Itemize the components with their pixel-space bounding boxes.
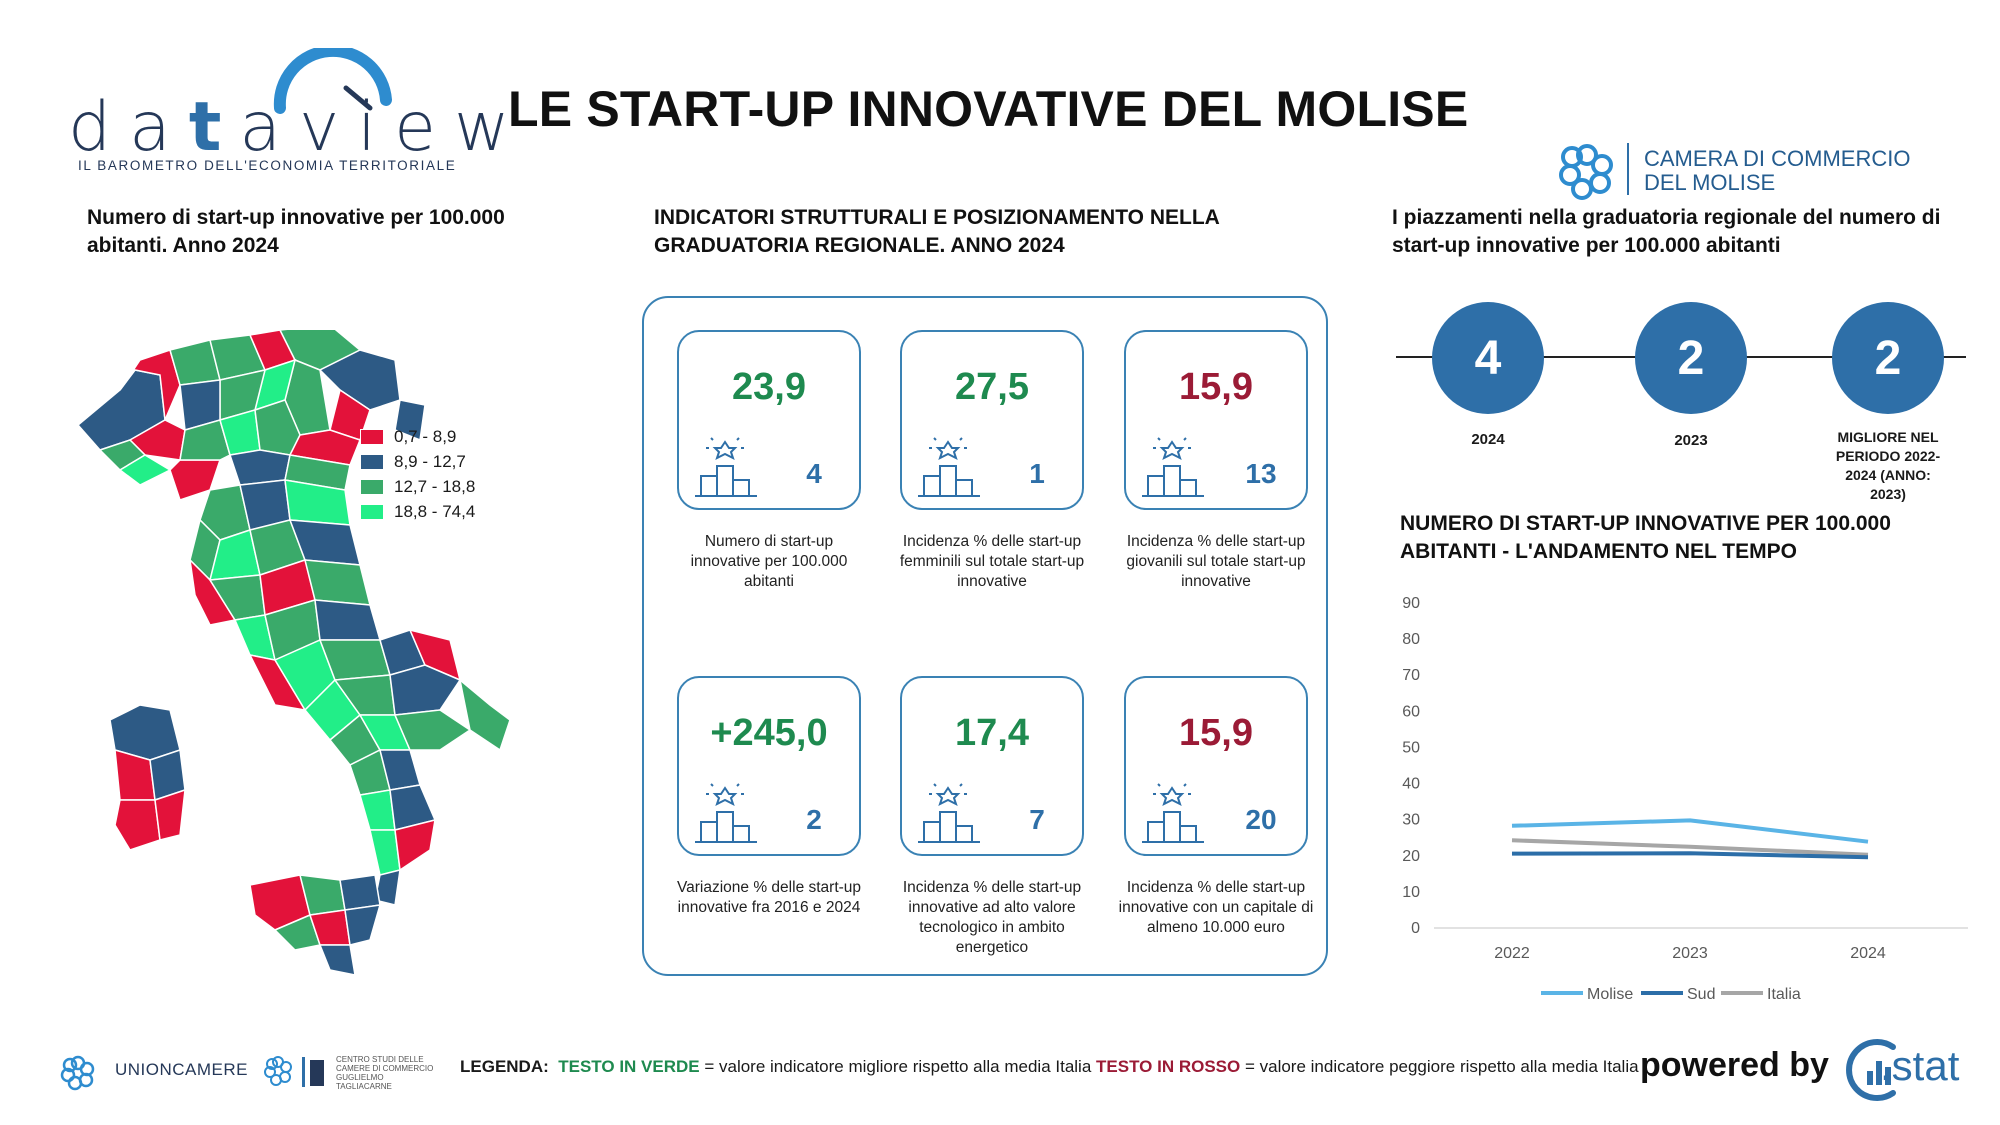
podium-icon xyxy=(1142,780,1212,855)
legend-swatch xyxy=(360,503,384,520)
trend-line-chart: 0 10 20 30 40 50 60 70 80 90 2022 2023 2024 Molise Sud… xyxy=(1402,595,1968,1003)
legend-item: 18,8 - 74,4 xyxy=(360,499,475,524)
indicator-rank: 20 xyxy=(1245,804,1277,835)
legend-item: 12,7 - 18,8 xyxy=(360,474,475,499)
page-title: LE START-UP INNOVATIVE DEL MOLISE xyxy=(508,81,1469,137)
indicator-value: 27,5 xyxy=(955,366,1029,408)
indicator-value: 15,9 xyxy=(1179,712,1253,754)
footer-legend-label: LEGENDA: xyxy=(460,1057,549,1076)
indicator-description: Numero di start-up innovative per 100.00… xyxy=(690,533,848,590)
indicator-card: 15,9 20 xyxy=(1124,676,1308,856)
legend-swatch xyxy=(360,428,384,445)
x-tick-label: 2024 xyxy=(1850,945,1886,962)
indicator-value: +245,0 xyxy=(710,712,828,754)
y-tick-label: 30 xyxy=(1402,812,1420,829)
italy-province-map xyxy=(76,330,511,976)
y-tick-label: 90 xyxy=(1402,595,1420,612)
ranking-label-2023: 2023 xyxy=(1674,432,1708,449)
legend-item: 8,9 - 12,7 xyxy=(360,449,475,474)
logo-wordmark: dataview xyxy=(68,88,528,167)
footer-legend-green-text: = valore indicatore migliore rispetto al… xyxy=(699,1057,1097,1076)
ranking-circle-2024: 4 xyxy=(1432,302,1544,414)
indicator-value: 23,9 xyxy=(732,366,806,408)
y-tick-label: 60 xyxy=(1402,703,1420,720)
y-tick-label: 80 xyxy=(1402,631,1420,648)
indicator-description: Incidenza % delle start-up innovative ad… xyxy=(902,879,1082,956)
y-tick-label: 70 xyxy=(1402,667,1420,684)
podium-icon xyxy=(918,434,988,509)
legend-label: 0,7 - 8,9 xyxy=(394,426,457,446)
x-tick-label: 2022 xyxy=(1494,945,1530,962)
indicator-description: Incidenza % delle start-up femminili sul… xyxy=(899,533,1085,590)
camera-commercio-logo: CAMERA DI COMMERCIO DEL MOLISE xyxy=(1552,135,1912,205)
logo-tagline: IL BAROMETRO DELL'ECONOMIA TERRITORIALE xyxy=(78,158,457,173)
x-tick-label: 2023 xyxy=(1672,945,1708,962)
ranking-label-best: MIGLIORE NEL PERIODO 2022-2024 (ANNO: 20… xyxy=(1835,429,1941,502)
indicator-card: +245,0 2 xyxy=(677,676,861,856)
legend-swatch xyxy=(360,478,384,495)
legend-label: 8,9 - 12,7 xyxy=(394,451,466,471)
y-tick-label: 40 xyxy=(1402,776,1420,793)
legend-label: 18,8 - 74,4 xyxy=(394,501,476,521)
map-legend: 0,7 - 8,9 8,9 - 12,7 12,7 - 18,8 18,8 - … xyxy=(360,424,475,524)
indicators-section-title: INDICATORI STRUTTURALI E POSIZIONAMENTO … xyxy=(654,206,1220,257)
y-tick-label: 10 xyxy=(1402,884,1420,901)
indicator-card: 23,9 4 xyxy=(677,330,861,510)
camera-flower-icon xyxy=(1559,144,1613,200)
legend-label-molise: Molise xyxy=(1587,986,1633,1003)
indicator-description: Variazione % delle start-up innovative f… xyxy=(676,879,862,916)
y-tick-label: 0 xyxy=(1411,920,1420,937)
powered-by-label: powered by xyxy=(1640,1046,1829,1084)
footer-legend-red: TESTO IN ROSSO xyxy=(1096,1057,1241,1076)
indicator-rank: 2 xyxy=(806,804,822,835)
tagliacarne-logo-icon xyxy=(264,1056,324,1087)
ranking-circle-2023: 2 xyxy=(1635,302,1747,414)
tagliacarne-logo-text: CENTRO STUDI DELLE CAMERE DI COMMERCIO G… xyxy=(336,1055,434,1091)
rankings-section-title: I piazzamenti nella graduatoria regional… xyxy=(1392,206,1941,257)
legend-label-italia: Italia xyxy=(1767,986,1801,1003)
stat-logo-icon xyxy=(1846,1039,1896,1101)
unioncamere-flower-icon xyxy=(60,1055,95,1091)
indicators-panel xyxy=(642,296,1328,976)
stat-logo-text: .stat xyxy=(1880,1042,1960,1089)
map-section-title: Numero di start-up innovative per 100.00… xyxy=(87,206,505,257)
indicator-description: Incidenza % delle start-up innovative co… xyxy=(1118,879,1314,936)
dataview-logo: dataview IL BAROMETRO DELL'ECONOMIA TERR… xyxy=(68,48,510,178)
legend-label: 12,7 - 18,8 xyxy=(394,476,476,496)
ranking-label-2024: 2024 xyxy=(1471,431,1505,448)
podium-icon xyxy=(695,780,765,855)
podium-icon xyxy=(1142,434,1212,509)
indicator-rank: 13 xyxy=(1245,458,1277,489)
indicator-value: 17,4 xyxy=(955,712,1029,754)
ranking-circle-best: 2 xyxy=(1832,302,1944,414)
indicator-card: 27,5 1 xyxy=(900,330,1084,510)
y-tick-label: 50 xyxy=(1402,739,1420,756)
indicator-rank: 7 xyxy=(1029,804,1045,835)
unioncamere-logo-text: UNIONCAMERE xyxy=(115,1060,249,1079)
indicator-rank: 4 xyxy=(806,458,822,489)
footer-legend-green: TESTO IN VERDE xyxy=(558,1057,700,1076)
indicator-card: 17,4 7 xyxy=(900,676,1084,856)
chart-title: NUMERO DI START-UP INNOVATIVE PER 100.00… xyxy=(1400,512,1891,563)
legend-swatch xyxy=(360,453,384,470)
gauge-arc-icon xyxy=(273,48,392,114)
y-tick-label: 20 xyxy=(1402,848,1420,865)
footer-legend-red-text: = valore indicatore peggiore rispetto al… xyxy=(1240,1057,1639,1076)
camera-logo-text: CAMERA DI COMMERCIO DEL MOLISE xyxy=(1644,146,1911,195)
podium-icon xyxy=(695,434,765,509)
footer-legend: LEGENDA: TESTO IN VERDE = valore indicat… xyxy=(460,1057,1639,1077)
legend-label-sud: Sud xyxy=(1687,986,1715,1003)
legend-item: 0,7 - 8,9 xyxy=(360,424,475,449)
indicator-rank: 1 xyxy=(1029,458,1045,489)
indicator-value: 15,9 xyxy=(1179,366,1253,408)
podium-icon xyxy=(918,780,988,855)
series-line-molise xyxy=(1511,818,1869,844)
indicator-description: Incidenza % delle start-up giovanili sul… xyxy=(1126,533,1306,590)
indicator-card: 15,9 13 xyxy=(1124,330,1308,510)
